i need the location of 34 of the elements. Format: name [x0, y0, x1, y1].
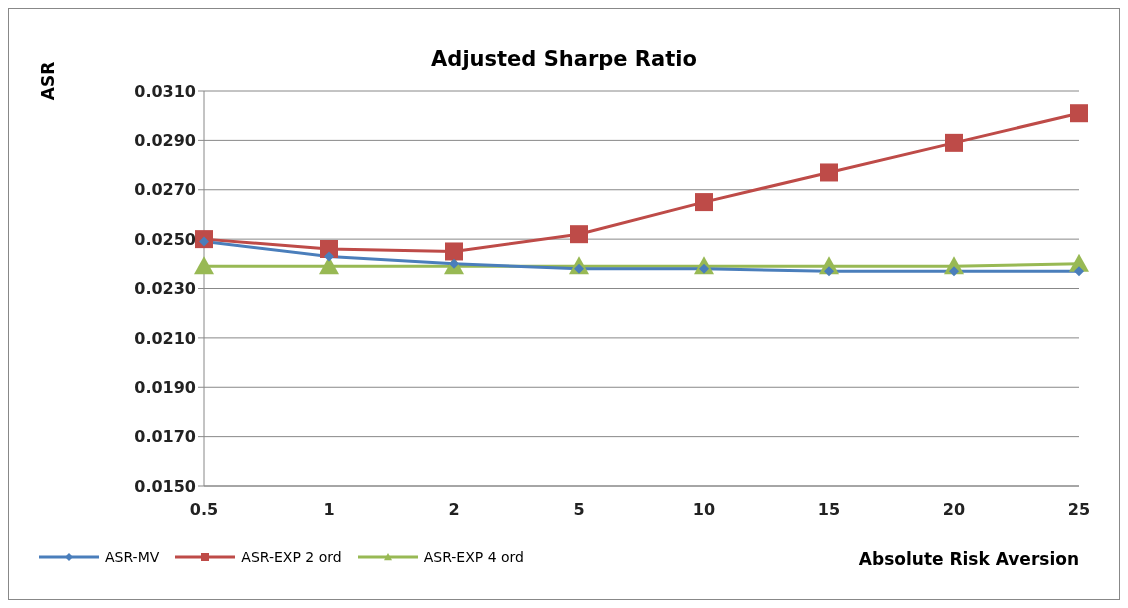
point — [570, 225, 588, 244]
legend-label: ASR-EXP 4 ord — [422, 549, 524, 565]
x-tick-label: 0.5 — [189, 500, 219, 520]
x-tick-label: 1 — [323, 500, 335, 520]
x-tick-label: 10 — [692, 500, 716, 520]
legend-label: ASR-EXP 2 ord — [240, 549, 342, 565]
y-axis-title: ASR — [38, 61, 59, 101]
chart-title: Adjusted Sharpe Ratio — [431, 47, 697, 71]
y-tick-label: 0.0310 — [134, 81, 196, 101]
x-tick-label: 15 — [817, 500, 841, 520]
x-axis-title: Absolute Risk Aversion — [858, 549, 1079, 569]
point — [324, 251, 334, 262]
x-tick-label: 5 — [573, 500, 585, 520]
point — [1070, 104, 1088, 123]
point — [820, 163, 838, 182]
x-tick-label: 25 — [1067, 500, 1091, 520]
y-tick-label: 0.0230 — [134, 279, 196, 299]
y-tick-label: 0.0170 — [134, 427, 196, 447]
y-tick-label: 0.0150 — [134, 476, 196, 496]
point — [824, 266, 834, 277]
y-tick-label: 0.0250 — [134, 229, 196, 249]
point — [194, 256, 214, 275]
point — [1074, 266, 1084, 277]
y-tick-label: 0.0210 — [134, 328, 196, 348]
x-tick-label: 20 — [942, 500, 966, 520]
point — [949, 266, 959, 277]
point — [445, 242, 463, 261]
y-tick-label: 0.0190 — [134, 377, 196, 397]
y-tick-label: 0.0290 — [134, 131, 196, 151]
x-tick-label: 2 — [448, 500, 460, 520]
point — [695, 193, 713, 212]
point — [945, 133, 963, 152]
legend-label: ASR-MV — [104, 549, 160, 565]
y-tick-label: 0.0270 — [134, 180, 196, 200]
